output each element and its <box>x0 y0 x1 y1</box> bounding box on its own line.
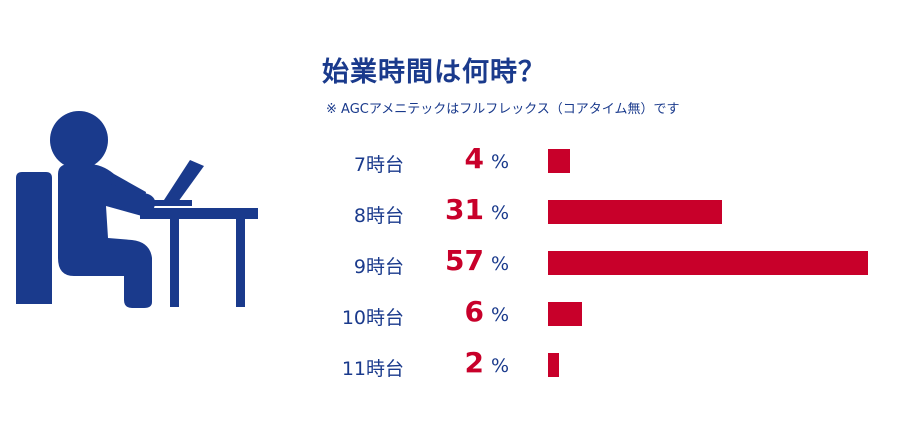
footnote: ※ AGCアメニテックはフルフレックス（コアタイム無）です <box>326 102 680 117</box>
category-label: 9時台 <box>353 256 404 278</box>
chart-row: 10時台 6% <box>300 295 890 335</box>
bar <box>548 353 560 377</box>
chart-row: 11時台 2% <box>300 346 890 386</box>
unit-label: % <box>491 253 510 275</box>
unit-label: % <box>491 151 510 173</box>
bar <box>548 302 582 326</box>
category-label: 8時台 <box>353 205 404 227</box>
unit-label: % <box>491 202 510 224</box>
value-label: 31 <box>445 193 484 226</box>
bar <box>548 149 571 173</box>
category-label: 11時台 <box>341 358 404 380</box>
page-title: 始業時間は何時？ <box>322 57 546 88</box>
value-label: 2 <box>464 346 484 379</box>
category-label: 7時台 <box>353 154 404 176</box>
value-label: 6 <box>464 295 484 328</box>
category-label: 10時台 <box>341 307 404 329</box>
value-label: 4 <box>464 142 484 175</box>
unit-label: % <box>491 304 510 326</box>
chart-row: 9時台 57% <box>300 244 890 284</box>
chart-row: 7時台 4% <box>300 142 890 182</box>
value-label: 57 <box>445 244 484 277</box>
bar <box>548 200 723 224</box>
bar <box>548 251 868 275</box>
chart-row: 8時台 31% <box>300 193 890 233</box>
bar-chart: 7時台 4% 8時台 31% 9時台 57% 10時台 6% 11時台 2% <box>300 128 890 398</box>
unit-label: % <box>491 355 510 377</box>
person-at-computer-icon <box>14 108 260 308</box>
